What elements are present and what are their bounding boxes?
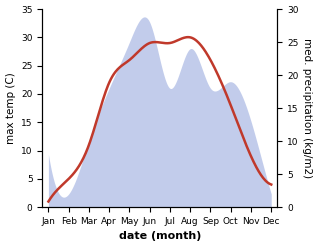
Y-axis label: max temp (C): max temp (C) [5,72,16,144]
Y-axis label: med. precipitation (kg/m2): med. precipitation (kg/m2) [302,38,313,178]
X-axis label: date (month): date (month) [119,231,201,242]
